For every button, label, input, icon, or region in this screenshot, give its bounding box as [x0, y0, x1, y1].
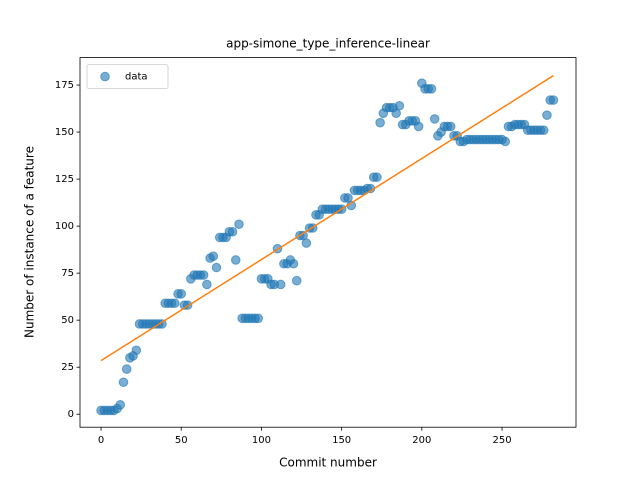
data-point: [211, 262, 222, 273]
data-point: [202, 279, 212, 290]
data-point: [121, 364, 132, 374]
data-point: [208, 251, 219, 262]
data-point: [288, 258, 299, 269]
data-point: [230, 255, 241, 265]
data-point: [394, 100, 405, 111]
data-point: [548, 95, 559, 105]
chart-title: app-simone_type_inference-linear: [226, 37, 430, 51]
x-tick-label: 50: [175, 435, 188, 446]
data-point: [426, 84, 437, 94]
x-tick-label: 100: [252, 435, 271, 446]
plot-frame: [79, 57, 577, 428]
x-tick-label: 200: [412, 435, 431, 446]
data-point: [291, 275, 302, 286]
data-point: [198, 270, 209, 280]
data-point: [301, 238, 312, 248]
y-tick-label: 175: [55, 80, 74, 91]
data-point: [372, 172, 382, 183]
legend-marker: [100, 71, 110, 82]
x-tick-label: 150: [332, 435, 351, 446]
y-tick-label: 125: [55, 174, 74, 185]
y-tick-label: 75: [61, 268, 74, 279]
data-point: [445, 121, 456, 132]
x-tick-label: 0: [98, 435, 104, 446]
x-tick-label: 250: [493, 435, 512, 446]
data-point: [413, 121, 424, 132]
fit-line: [100, 75, 554, 362]
x-axis-label: Commit number: [279, 456, 377, 470]
data-point: [115, 400, 126, 410]
data-point: [375, 117, 385, 128]
legend-label: data: [125, 72, 148, 83]
data-point: [429, 114, 440, 124]
y-tick-label: 150: [55, 127, 74, 138]
y-tick-label: 100: [55, 221, 74, 232]
y-axis-label: Number of instance of a feature: [23, 146, 37, 338]
data-point: [253, 313, 264, 324]
y-tick-label: 50: [61, 315, 74, 326]
y-tick-label: 25: [61, 362, 74, 373]
data-point: [500, 136, 511, 147]
data-point: [118, 377, 129, 388]
data-point: [542, 110, 552, 120]
data-point: [170, 298, 180, 309]
data-point: [131, 345, 142, 356]
data-point: [538, 125, 549, 136]
data-point: [234, 219, 244, 230]
data-point: [275, 279, 286, 290]
legend-box: [86, 64, 169, 89]
y-tick-label: 0: [68, 409, 74, 420]
data-point: [227, 226, 238, 237]
data-point: [157, 319, 167, 329]
data-point: [176, 289, 187, 299]
